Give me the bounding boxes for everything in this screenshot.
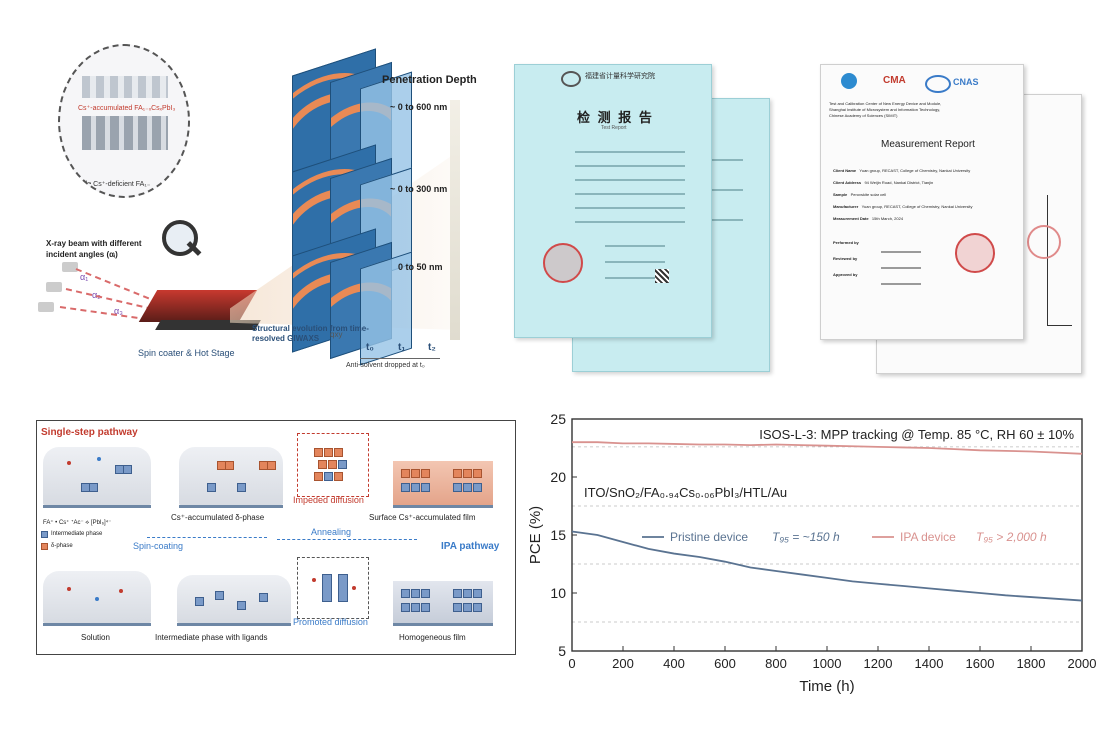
x-tick-label: 0 (568, 656, 575, 671)
y-axis-label: PCE (%) (527, 506, 544, 564)
y-tick-label: 5 (558, 643, 566, 659)
report-logo-icon (561, 71, 581, 87)
cnas-logo-icon (925, 75, 951, 93)
simit-logo-icon (841, 73, 857, 89)
y-tick-label: 20 (550, 469, 566, 485)
x-tick-label: 1000 (813, 656, 842, 671)
signature-row: Performed by (833, 240, 859, 245)
legend-name: Pristine device (670, 530, 748, 544)
cnas-logo: CNAS (953, 77, 979, 87)
crystal-zoom-circle: Cs⁺-accumulated FA₁₋ₓCsₓPbI₃ able Cs⁺-de… (58, 44, 190, 198)
cma-logo: CMA (883, 75, 906, 86)
promoted-label: Promoted diffusion (293, 617, 368, 627)
evolution-label: Structural evolution from time-resolved … (252, 324, 369, 343)
chart-svg: 0 200 400 600 800 1000 1200 1400 1600 1800 2000 5 10… (527, 411, 1097, 695)
field-row: Client Address 94 Weijin Road, Nankai Di… (833, 180, 934, 185)
measurement-report-certificate: CMA CNAS Test and Calibration Center of … (820, 64, 1024, 340)
depth-label-2: ~ 0 to 300 nm (390, 184, 448, 194)
bottom-caption-2: Intermediate phase with ligands (155, 633, 268, 642)
cert2-fields: Client Name Yuan group, RECAST, College … (833, 165, 1013, 225)
report-subtitle: Test Report (601, 125, 627, 131)
field-row: Client Name Yuan group, RECAST, College … (833, 168, 971, 173)
antisolvent-label: Anti-solvent dropped at t₀ (346, 362, 425, 369)
zoom-top-label: Cs⁺-accumulated FA₁₋ₓCsₓPbI₃ (78, 105, 176, 112)
legend-delta: δ-phase (51, 543, 73, 549)
pathway-schematic: Single-step pathway Cs⁺-accumulated δ-ph… (36, 420, 516, 655)
pce-stability-chart: 0 200 400 600 800 1000 1200 1400 1600 1800 2000 5 10… (520, 405, 1100, 705)
legend-ions: FA⁺ • Cs⁺ ᐩAc⁻ ⟡ [PbI₆]⁴⁻ (43, 520, 112, 526)
bottom-caption-3: Homogeneous film (399, 633, 466, 642)
time-label-2: t₂ (428, 342, 436, 353)
y-tick-label: 10 (550, 585, 566, 601)
x-tick-label: 2000 (1068, 656, 1097, 671)
qxy-label: qxy (330, 330, 343, 339)
time-label-1: t₁ (398, 342, 406, 353)
x-tick-label: 400 (663, 656, 685, 671)
zoom-bottom-label: able Cs⁺-deficient FA₁₋ (78, 181, 151, 188)
series-line-ipa (572, 441, 1083, 455)
xray-source-icon (38, 302, 54, 312)
angle-label-3: α₃ (114, 306, 123, 316)
field-row: Manufacturer Yuan group, RECAST, College… (833, 204, 973, 209)
beam-label: X-ray beam with different incident angle… (46, 239, 142, 259)
time-label-0: t₀ (366, 342, 374, 353)
cert2-title: Measurement Report (881, 139, 975, 150)
field-row: Sample Perovskite solar cell (833, 192, 887, 197)
test-report-certificate: 福建省计量科学研究院 检 测 报 告 Test Report (514, 64, 712, 338)
x-tick-label: 1200 (864, 656, 893, 671)
legend-name: IPA device (900, 530, 956, 544)
stage-label: Spin coater & Hot Stage (138, 348, 235, 358)
signature-row: Reviewed by (833, 256, 858, 261)
giwaxs-schematic: Cs⁺-accumulated FA₁₋ₓCsₓPbI₃ able Cs⁺-de… (30, 40, 510, 380)
chart-title: ISOS-L-3: MPP tracking @ Temp. 85 °C, RH… (759, 427, 1074, 442)
xray-source-icon (46, 282, 62, 292)
depth-bar (450, 100, 460, 340)
x-axis-label: Time (h) (799, 678, 854, 695)
signature-row: Approved by (833, 272, 858, 277)
top-caption-2: Surface Cs⁺-accumulated film (369, 513, 476, 522)
red-seal-icon (955, 233, 995, 273)
field-row: Measurement Date 15th March, 2024 (833, 216, 904, 221)
penetration-title: Penetration Depth (382, 74, 477, 86)
legend-t95: T₉₅ > 2,000 h (976, 530, 1047, 544)
report-header: 福建省计量科学研究院 (585, 73, 655, 80)
top-caption-1: Cs⁺-accumulated δ-phase (171, 513, 265, 522)
y-tick-label: 25 (550, 411, 566, 427)
red-seal-icon (543, 243, 583, 283)
series-line-pristine (571, 530, 1083, 602)
x-tick-label: 200 (612, 656, 634, 671)
annealing-label: Annealing (311, 527, 352, 537)
bottom-caption-1: Solution (81, 633, 110, 642)
promoted-box (297, 557, 369, 619)
report-title: 检 测 报 告 (577, 110, 654, 125)
depth-label-1: ~ 0 to 600 nm (390, 102, 448, 112)
cert2-header-1: Test and Calibration Center of New Energ… (829, 101, 942, 106)
cert2-header-3: Chinese Academy of Sciences (SIMIT) (829, 113, 898, 118)
angle-label-2: α₂ (92, 290, 101, 300)
stack-annotation: ITO/SnO₂/FA₀.₉₄Cs₀.₀₆PbI₃/HTL/Au (584, 485, 787, 500)
legend-intermediate: Intermediate phase (51, 531, 103, 537)
x-tick-label: 1800 (1017, 656, 1046, 671)
y-tick-label: 15 (550, 527, 566, 543)
qr-code-icon (655, 269, 669, 283)
angle-label-1: α₁ (80, 272, 89, 282)
magnifier-icon (162, 220, 198, 256)
depth-label-3: 0 to 50 nm (398, 262, 443, 272)
x-tick-label: 1600 (966, 656, 995, 671)
single-step-title: Single-step pathway (41, 427, 138, 438)
cert2-header-2: Shanghai Institute of Microsystem and In… (829, 107, 941, 112)
x-tick-label: 1400 (915, 656, 944, 671)
x-tick-label: 800 (765, 656, 787, 671)
xray-source-icon (62, 262, 78, 272)
x-tick-label: 600 (714, 656, 736, 671)
spin-coating-label: Spin-coating (133, 541, 184, 551)
legend-t95: T₉₅ = ~150 h (772, 530, 840, 544)
ipa-pathway-title: IPA pathway (441, 541, 500, 552)
impeded-box (297, 433, 369, 497)
impeded-label: Impeded diffusion (293, 495, 364, 505)
